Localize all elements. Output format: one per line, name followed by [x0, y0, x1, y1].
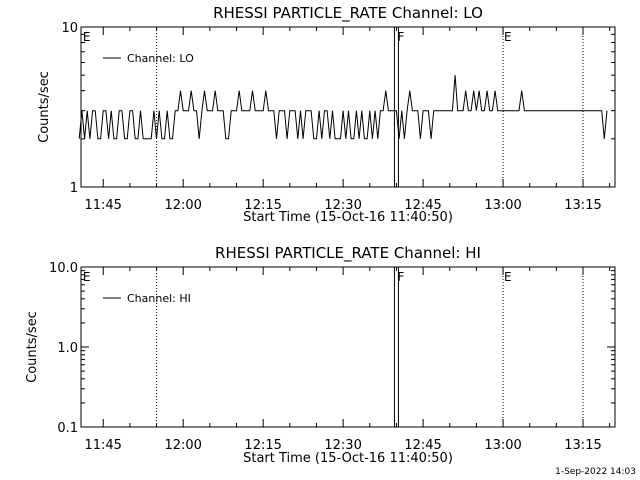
x-axis-label: Start Time (15-Oct-16 11:40:50) — [243, 451, 453, 466]
x-tick-label: 12:30 — [324, 438, 361, 453]
x-tick-label: 12:45 — [404, 198, 441, 213]
x-tick-label: 11:45 — [84, 198, 121, 213]
y-tick-label: 0.1 — [57, 421, 78, 436]
x-tick-label: 13:00 — [484, 438, 521, 453]
legend-label: Channel: LO — [127, 52, 194, 65]
series-line — [78, 75, 608, 140]
x-tick-label: 12:30 — [324, 198, 361, 213]
plot-frame — [80, 26, 616, 188]
event-marker-label: E — [504, 30, 512, 44]
event-marker-label: F — [397, 270, 404, 284]
x-tick-label: 12:15 — [244, 438, 281, 453]
y-tick-label: 1.0 — [57, 341, 78, 356]
plot-frame — [80, 266, 616, 428]
x-tick-label: 11:45 — [84, 438, 121, 453]
event-marker-label: E — [504, 270, 512, 284]
chart-title: RHESSI PARTICLE_RATE Channel: LO — [213, 4, 483, 23]
x-tick-label: 12:15 — [244, 198, 281, 213]
event-marker-label: F — [397, 30, 404, 44]
y-tick-label: 10.0 — [49, 261, 78, 276]
x-tick-label: 13:15 — [564, 438, 601, 453]
legend-label: Channel: HI — [127, 292, 191, 305]
x-axis-label: Start Time (15-Oct-16 11:40:50) — [243, 210, 453, 225]
y-tick-label: 1 — [70, 181, 78, 196]
x-tick-label: 12:00 — [164, 198, 201, 213]
y-axis-label: Counts/sec — [25, 311, 40, 383]
y-tick-label: 10 — [61, 21, 78, 36]
event-marker-label: E — [83, 270, 91, 284]
y-axis-label: Counts/sec — [37, 71, 52, 143]
x-tick-label: 12:45 — [404, 438, 441, 453]
event-marker-label: E — [83, 30, 91, 44]
x-tick-label: 12:00 — [164, 438, 201, 453]
x-tick-label: 13:15 — [564, 198, 601, 213]
chart-title: RHESSI PARTICLE_RATE Channel: HI — [215, 244, 481, 263]
footer-timestamp: 1-Sep-2022 14:03 — [555, 467, 636, 477]
x-tick-label: 13:00 — [484, 198, 521, 213]
